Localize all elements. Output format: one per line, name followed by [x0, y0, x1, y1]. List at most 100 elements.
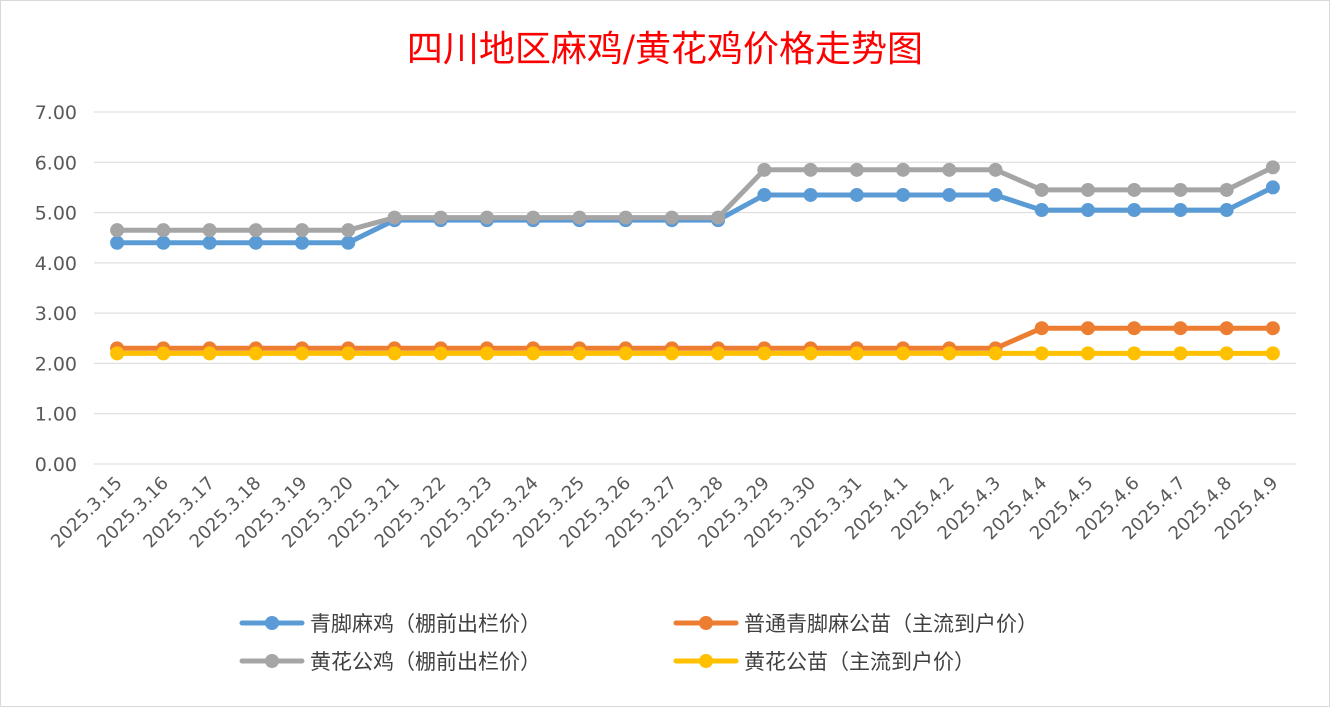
y-tick-label: 0.00 [35, 454, 77, 476]
data-point [1127, 182, 1142, 197]
data-point [849, 346, 864, 361]
data-point [295, 223, 310, 238]
legend-item: 黄花公苗（主流到户价） [673, 650, 975, 674]
data-point [1034, 346, 1049, 361]
series-line [114, 164, 1276, 233]
data-point [248, 235, 263, 250]
data-point [988, 187, 1003, 202]
data-point [156, 223, 171, 238]
legend-swatch-marker [265, 654, 279, 668]
data-point [757, 162, 772, 177]
data-point [156, 235, 171, 250]
data-point [526, 210, 541, 225]
data-point [988, 346, 1003, 361]
y-axis-ticks: 0.00 1.00 2.00 3.00 4.00 5.00 6.00 7.00 [35, 102, 77, 476]
data-point [110, 235, 125, 250]
data-point [803, 162, 818, 177]
data-point [479, 210, 494, 225]
series-group [110, 321, 1280, 356]
data-point [896, 187, 911, 202]
data-point [1219, 321, 1234, 336]
data-point [849, 162, 864, 177]
data-point [572, 346, 587, 361]
data-point [433, 346, 448, 361]
series-line [114, 184, 1276, 246]
legend-item: 黄花公鸡（棚前出栏价） [239, 650, 541, 674]
data-point [849, 187, 864, 202]
data-point [156, 346, 171, 361]
data-point [1034, 321, 1049, 336]
data-point [202, 235, 217, 250]
data-point [618, 346, 633, 361]
series-group [110, 346, 1280, 361]
legend-swatch-marker [699, 654, 713, 668]
data-point [896, 162, 911, 177]
x-axis-ticks: 2025.3.152025.3.162025.3.172025.3.182025… [47, 473, 1282, 553]
series-line [114, 325, 1276, 351]
data-point [1173, 346, 1188, 361]
data-point [757, 187, 772, 202]
data-point [1080, 346, 1095, 361]
y-tick-label: 1.00 [35, 404, 77, 426]
legend-label: 普通青脚麻公苗（主流到户价） [744, 612, 1038, 636]
data-point [1219, 203, 1234, 218]
data-point [202, 346, 217, 361]
data-point [1034, 203, 1049, 218]
data-point [664, 210, 679, 225]
data-point [110, 346, 125, 361]
data-point [1034, 182, 1049, 197]
legend-swatch-marker [265, 616, 279, 630]
data-point [1265, 160, 1280, 175]
y-tick-label: 3.00 [35, 303, 77, 325]
data-point [1265, 321, 1280, 336]
data-point [1173, 182, 1188, 197]
legend-swatch-marker [699, 616, 713, 630]
data-point [803, 346, 818, 361]
data-point [1173, 203, 1188, 218]
series-lines [110, 160, 1280, 361]
legend-item: 普通青脚麻公苗（主流到户价） [673, 612, 1038, 636]
data-point [711, 210, 726, 225]
data-point [1080, 203, 1095, 218]
legend-label: 青脚麻鸡（棚前出栏价） [310, 612, 541, 636]
data-point [295, 346, 310, 361]
data-point [1219, 182, 1234, 197]
y-tick-label: 2.00 [35, 353, 77, 375]
y-tick-label: 7.00 [35, 102, 77, 124]
y-tick-label: 5.00 [35, 203, 77, 225]
data-point [988, 162, 1003, 177]
data-point [341, 223, 356, 238]
chart-title: 四川地区麻鸡/黄花鸡价格走势图 [407, 29, 923, 70]
data-point [572, 210, 587, 225]
data-point [1080, 321, 1095, 336]
data-point [757, 346, 772, 361]
data-point [479, 346, 494, 361]
data-point [896, 346, 911, 361]
y-tick-label: 6.00 [35, 152, 77, 174]
data-point [295, 235, 310, 250]
data-point [387, 346, 402, 361]
data-point [1127, 346, 1142, 361]
data-point [803, 187, 818, 202]
data-point [248, 346, 263, 361]
data-point [202, 223, 217, 238]
legend-item: 青脚麻鸡（棚前出栏价） [239, 612, 541, 636]
data-point [942, 346, 957, 361]
data-point [942, 162, 957, 177]
data-point [248, 223, 263, 238]
data-point [1127, 321, 1142, 336]
legend-label: 黄花公鸡（棚前出栏价） [310, 650, 541, 674]
data-point [341, 235, 356, 250]
data-point [1265, 180, 1280, 195]
data-point [433, 210, 448, 225]
gridlines [94, 111, 1296, 465]
legend-label: 黄花公苗（主流到户价） [744, 650, 975, 674]
series-group [110, 160, 1280, 238]
data-point [942, 187, 957, 202]
data-point [1173, 321, 1188, 336]
data-point [1080, 182, 1095, 197]
y-tick-label: 4.00 [35, 253, 77, 275]
data-point [341, 346, 356, 361]
data-point [110, 223, 125, 238]
